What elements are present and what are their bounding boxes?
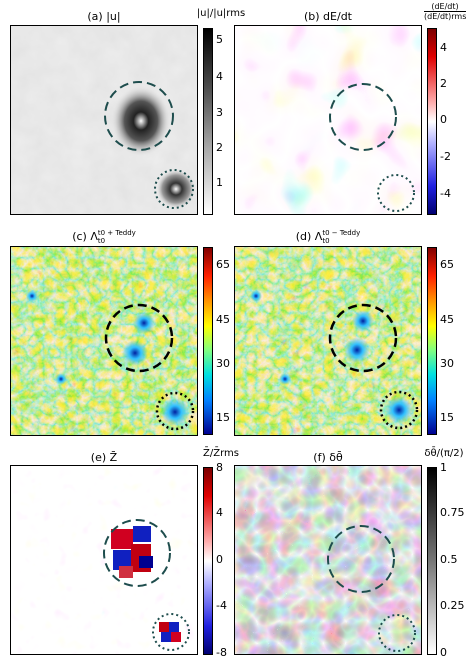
tick-label: 30 [216, 357, 230, 370]
vorticity-map [10, 465, 198, 655]
velocity-magnitude-map [10, 25, 198, 215]
panel-title: (a) |u| [87, 10, 121, 23]
tick-label: 1 [216, 176, 223, 189]
dotted-circle-small [377, 174, 415, 212]
dashed-circle-large [103, 519, 171, 587]
panel-title: (f) δθ̄ [313, 451, 343, 464]
energy-rate-map [234, 25, 422, 215]
tick-label: 2 [440, 77, 447, 90]
tick-label: 65 [216, 258, 230, 271]
dotted-circle-small [152, 613, 190, 651]
colorbar [427, 467, 437, 655]
dashed-circle-large [327, 525, 395, 593]
tick-label: -8 [216, 646, 227, 659]
dashed-circle-large [328, 303, 398, 373]
tick-label: -4 [440, 187, 451, 200]
colorbar-label: δθ̄/(π/2) [424, 448, 464, 459]
tick-label: 0 [440, 113, 447, 126]
tick-label: 0 [440, 646, 447, 659]
tick-label: 0.75 [440, 506, 465, 519]
tick-label: 0.5 [440, 553, 458, 566]
panel-title-main: (d) Λ [295, 230, 323, 243]
colorbar-label-numerator: (dE/dt) [431, 2, 459, 11]
tick-label: 3 [216, 106, 223, 119]
tick-label: -4 [216, 599, 227, 612]
tick-label: 4 [216, 506, 223, 519]
dotted-circle-small [155, 391, 195, 431]
colorbar-label-denominator: (dE/dt)rms [424, 11, 467, 21]
tick-label: 15 [216, 411, 230, 424]
colorbar [203, 467, 213, 655]
dashed-circle-large [104, 303, 174, 373]
tick-label: 45 [216, 313, 230, 326]
colorbar [427, 28, 437, 215]
dotted-circle-small [379, 390, 419, 430]
panel-title-main: (c) Λ [72, 230, 98, 243]
dashed-circle-large [104, 81, 174, 151]
dashed-circle-large [329, 83, 397, 151]
tick-label: 0 [216, 553, 223, 566]
tick-label: 45 [440, 313, 454, 326]
panel-title-sub: t0 [97, 237, 106, 245]
tick-label: -2 [440, 150, 451, 163]
panel-title: (e) Z̄ [90, 451, 118, 464]
panel-title-sub: t0 [322, 237, 330, 245]
colorbar [203, 28, 213, 215]
panel-title-sup: t0 − Teddy [322, 229, 361, 237]
tick-label: 4 [216, 70, 223, 83]
angle-deviation-map [234, 465, 422, 655]
tick-label: 8 [216, 461, 223, 474]
tick-label: 2 [216, 141, 223, 154]
dotted-circle-small [154, 169, 194, 209]
dotted-circle-small [378, 614, 416, 652]
colorbar [203, 247, 213, 435]
tick-label: 4 [440, 41, 447, 54]
ftle-backward-map [234, 246, 422, 436]
colorbar-label: Z̄/Z̄rms [203, 448, 239, 459]
ftle-forward-map [10, 246, 198, 436]
tick-label: 5 [216, 33, 223, 46]
panel-title: (b) dE/dt [304, 10, 352, 23]
colorbar-label: (dE/dt) (dE/dt)rms [420, 2, 470, 21]
colorbar [427, 247, 437, 435]
panel-title-sup: t0 + Teddy [97, 229, 136, 237]
colorbar-label: |u|/|u|rms [196, 8, 246, 19]
tick-label: 30 [440, 357, 454, 370]
tick-label: 65 [440, 258, 454, 271]
tick-label: 1 [440, 461, 447, 474]
tick-label: 15 [440, 411, 454, 424]
tick-label: 0.25 [440, 599, 465, 612]
